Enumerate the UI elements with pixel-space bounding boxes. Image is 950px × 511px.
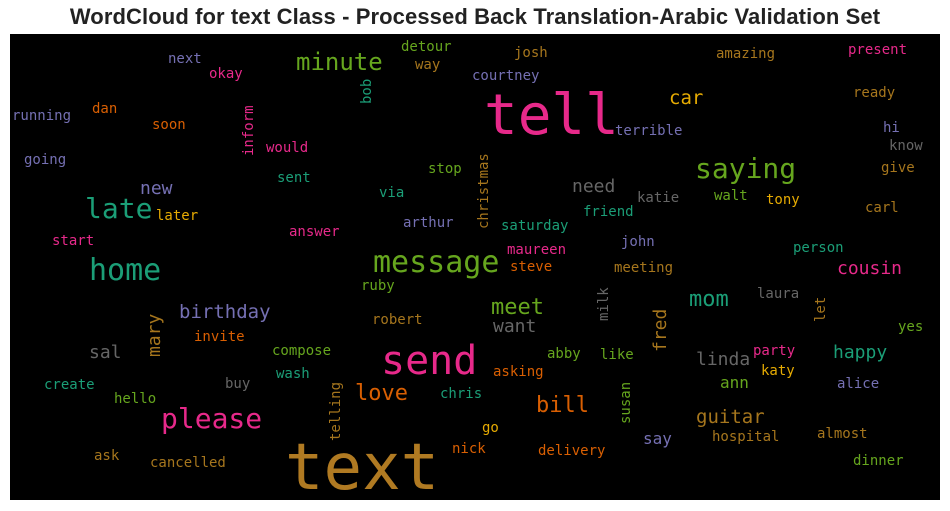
word-present: present — [848, 42, 907, 58]
word-meet: meet — [491, 295, 544, 320]
word-hello: hello — [114, 391, 156, 407]
word-bill: bill — [536, 393, 589, 418]
word-alice: alice — [837, 376, 879, 392]
word-send: send — [381, 338, 477, 384]
word-saturday: saturday — [501, 218, 568, 234]
chart-title: WordCloud for text Class - Processed Bac… — [69, 4, 881, 29]
word-maureen: maureen — [507, 242, 566, 258]
word-know: know — [889, 138, 923, 154]
word-saying: saying — [695, 152, 796, 185]
word-soon: soon — [152, 117, 186, 133]
word-answer: answer — [289, 224, 340, 240]
word-need: need — [572, 176, 615, 197]
word-mary: mary — [144, 313, 165, 357]
word-hospital: hospital — [712, 429, 779, 445]
word-going: going — [24, 152, 66, 168]
word-let: let — [813, 297, 829, 322]
word-ask: ask — [94, 448, 120, 464]
word-person: person — [793, 240, 844, 256]
word-wash: wash — [276, 366, 310, 382]
word-late: late — [85, 192, 152, 225]
word-way: way — [415, 57, 440, 73]
word-car: car — [669, 87, 703, 109]
word-stop: stop — [428, 161, 462, 177]
word-sent: sent — [277, 170, 311, 186]
word-yes: yes — [898, 319, 923, 335]
word-inform: inform — [241, 105, 257, 156]
word-say: say — [643, 429, 672, 448]
word-via: via — [379, 185, 404, 201]
word-amazing: amazing — [716, 46, 775, 62]
word-telling: telling — [328, 382, 344, 441]
word-guitar: guitar — [696, 406, 765, 428]
word-minute: minute — [296, 48, 383, 76]
word-want: want — [493, 316, 536, 337]
word-new: new — [140, 178, 173, 199]
word-robert: robert — [372, 312, 423, 328]
word-laura: laura — [757, 286, 799, 302]
word-tell: tell — [484, 83, 619, 148]
word-walt: walt — [714, 188, 748, 204]
word-love: love — [355, 381, 408, 406]
word-arthur: arthur — [403, 215, 454, 231]
word-give: give — [881, 160, 915, 176]
word-message: message — [373, 245, 499, 280]
word-mom: mom — [689, 287, 729, 312]
word-delivery: delivery — [538, 443, 605, 459]
word-ruby: ruby — [361, 278, 395, 294]
word-fred: fred — [650, 309, 671, 352]
wordcloud-canvas: text tell send message saying home late please m… — [10, 34, 940, 500]
word-ann: ann — [720, 373, 749, 392]
word-almost: almost — [817, 426, 868, 442]
word-running: running — [12, 108, 71, 124]
word-josh: josh — [514, 45, 548, 61]
word-like: like — [600, 347, 634, 363]
word-compose: compose — [272, 343, 331, 359]
word-ready: ready — [853, 85, 895, 101]
word-tony: tony — [766, 192, 800, 208]
word-go: go — [482, 420, 499, 436]
word-john: john — [621, 234, 655, 250]
word-katy: katy — [761, 363, 795, 379]
word-hi: hi — [883, 120, 900, 136]
word-chris: chris — [440, 386, 482, 402]
word-meeting: meeting — [614, 260, 673, 276]
word-terrible: terrible — [615, 123, 682, 139]
word-cancelled: cancelled — [150, 455, 226, 471]
word-asking: asking — [493, 364, 544, 380]
word-cousin: cousin — [837, 258, 902, 279]
word-abby: abby — [547, 346, 581, 362]
word-nick: nick — [452, 441, 486, 457]
word-detour: detour — [401, 39, 452, 55]
word-text: text — [285, 431, 439, 500]
word-carl: carl — [865, 200, 899, 216]
word-dinner: dinner — [853, 453, 904, 469]
word-happy: happy — [833, 342, 887, 363]
word-katie: katie — [637, 190, 679, 206]
word-home: home — [89, 253, 161, 288]
word-linda: linda — [696, 349, 750, 370]
word-milk: milk — [596, 287, 612, 321]
word-okay: okay — [209, 66, 243, 82]
wordcloud-svg: text tell send message saying home late please m… — [12, 39, 923, 500]
word-susan: susan — [618, 382, 634, 424]
word-please: please — [161, 402, 262, 435]
word-invite: invite — [194, 329, 245, 345]
word-birthday: birthday — [179, 301, 271, 323]
word-create: create — [44, 377, 95, 393]
word-sal: sal — [89, 342, 122, 363]
word-dan: dan — [92, 101, 117, 117]
word-later: later — [156, 208, 198, 224]
word-would: would — [266, 140, 308, 156]
word-buy: buy — [225, 376, 250, 392]
word-steve: steve — [510, 259, 552, 275]
word-friend: friend — [583, 204, 634, 220]
word-courtney: courtney — [472, 68, 539, 84]
word-party: party — [753, 343, 795, 359]
word-start: start — [52, 233, 94, 249]
word-bob: bob — [359, 79, 375, 104]
word-next: next — [168, 51, 202, 67]
word-christmas: christmas — [476, 153, 492, 229]
